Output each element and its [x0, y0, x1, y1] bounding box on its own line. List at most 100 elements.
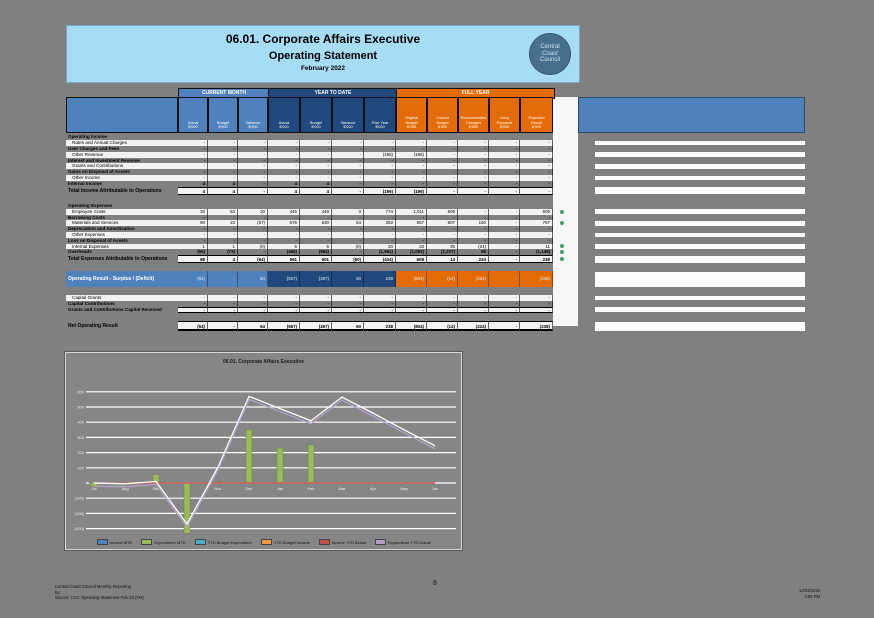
comment-cell — [595, 322, 805, 331]
value-cell: - — [396, 307, 427, 313]
legend-swatch — [261, 539, 272, 545]
column-header-9: RecommendedChanges$'000 — [458, 97, 489, 133]
comment-cell — [595, 209, 805, 214]
value-cell: - — [520, 307, 553, 313]
chart-title: 06.01. Corporate Affairs Executive — [66, 359, 461, 365]
value-cell: - — [208, 307, 238, 313]
comment-cell — [595, 152, 805, 157]
value-cell: - — [458, 187, 489, 195]
legend-item: Expenditure MTD — [141, 539, 185, 545]
value-cell: - — [300, 307, 332, 313]
bar-expenditure-mtd — [246, 430, 252, 483]
legend-label: YTD Budget Expenditure — [208, 540, 252, 545]
y-tick-label: 500 — [77, 405, 84, 410]
footer-line: Central Coast Council Monthly Reporting — [55, 584, 144, 590]
value-cell: (238) — [520, 321, 553, 331]
value-cell: - — [489, 307, 520, 313]
legend-item: YTD Budget Expenditure — [195, 539, 252, 545]
council-logo: Central Coast Council — [529, 33, 571, 75]
column-header-10: CarryForwards$'000 — [489, 97, 520, 133]
comment-cell — [595, 141, 805, 146]
comment-cell — [595, 307, 805, 312]
comment-cell — [595, 164, 805, 169]
value-cell: (196) — [364, 187, 396, 195]
value-cell: - — [268, 307, 300, 313]
value-cell: 4 — [268, 187, 300, 195]
value-cell: 238 — [520, 255, 553, 263]
x-tick-label: Apr — [370, 486, 377, 491]
value-cell: - — [178, 307, 208, 313]
comment-cell — [595, 221, 805, 226]
value-cell: - — [332, 187, 364, 195]
y-tick-label: (200) — [75, 511, 85, 516]
status-dot-icon — [560, 257, 564, 261]
value-cell: - — [489, 187, 520, 195]
value-cell: (238) — [520, 271, 553, 287]
footer-line: 4:58 PM — [700, 594, 820, 600]
value-cell: 64 — [238, 321, 268, 331]
value-cell: 224 — [458, 255, 489, 263]
value-cell: 4 — [300, 187, 332, 195]
x-tick-label: May — [400, 486, 408, 491]
row-label: Total Income Attributable to Operations — [66, 187, 180, 195]
value-cell: - — [489, 321, 520, 331]
comment-cell — [595, 176, 805, 181]
row-label: Grants and Contributions Capital Receive… — [66, 307, 180, 313]
table-row: Net Operating Result(64)-64(557)(497)602… — [66, 321, 805, 331]
footer-left: Central Coast Council Monthly Reportingb… — [55, 584, 144, 601]
table-row: Total Income Attributable to Operations4… — [66, 187, 805, 195]
value-cell: - — [364, 307, 396, 313]
table-row: Operating Result - Surplus / (Deficit)(6… — [66, 271, 805, 287]
value-cell: 238 — [364, 321, 396, 331]
x-tick-label: Jun — [432, 486, 438, 491]
status-dot-icon — [560, 210, 564, 214]
x-tick-label: Mar — [339, 486, 347, 491]
row-label: Total Expenses Attributable to Operation… — [66, 255, 180, 263]
legend-label: Expenditure YTD Actual — [388, 540, 430, 545]
value-cell: 238 — [364, 271, 396, 287]
value-cell: (196) — [396, 187, 427, 195]
value-cell: - — [458, 307, 489, 313]
value-cell: - — [332, 307, 364, 313]
comment-cell — [595, 272, 805, 287]
legend-swatch — [375, 539, 386, 545]
column-header-5: Variance$'000 — [332, 97, 364, 133]
value-cell: (557) — [268, 321, 300, 331]
column-header-2: Variance$'000 — [238, 97, 268, 133]
value-cell: (557) — [268, 271, 300, 287]
value-cell: - — [520, 187, 553, 195]
value-cell: 4 — [178, 187, 208, 195]
comment-cell — [595, 187, 805, 194]
report-subtitle: Operating Statement — [67, 50, 579, 62]
legend-swatch — [141, 539, 152, 545]
title-band: 06.01. Corporate Affairs Executive Opera… — [66, 25, 580, 83]
y-tick-label: 600 — [77, 389, 84, 394]
chart-legend: Income MTD Expenditure MTD YTD Budget Expe… — [66, 539, 461, 545]
legend-label: Income YTD Actual — [332, 540, 366, 545]
bar-expenditure-mtd — [308, 445, 314, 483]
monthly-chart: 06.01. Corporate Affairs Executive 600 50… — [65, 352, 462, 550]
y-tick-label: 400 — [77, 420, 84, 425]
legend-item: Income MTD — [97, 539, 133, 545]
report-period: February 2022 — [67, 65, 579, 72]
column-header-6: Prior Year$'000 — [364, 97, 396, 133]
bar-expenditure-mtd — [184, 483, 190, 533]
value-cell: (224) — [458, 321, 489, 331]
value-cell: - — [427, 307, 458, 313]
value-cell: (64) — [178, 321, 208, 331]
status-dot-icon — [560, 244, 564, 248]
column-header-8: CurrentBudget$'000 — [427, 97, 458, 133]
column-header-3: Actual$'000 — [268, 97, 300, 133]
chart-plot: 600500400300200100-(100)(200)(300)(400)J… — [66, 367, 461, 543]
value-cell: 561 — [268, 255, 300, 263]
row-label: Net Operating Result — [66, 321, 180, 331]
comment-cell — [595, 244, 805, 249]
value-cell: (64) — [238, 255, 268, 263]
legend-swatch — [319, 539, 330, 545]
comment-cell — [595, 296, 805, 301]
y-tick-label: - — [83, 481, 85, 486]
x-tick-label: Dec — [245, 486, 252, 491]
x-tick-label: Feb — [308, 486, 316, 491]
value-cell: 60 — [332, 271, 364, 287]
value-cell: (434) — [364, 255, 396, 263]
